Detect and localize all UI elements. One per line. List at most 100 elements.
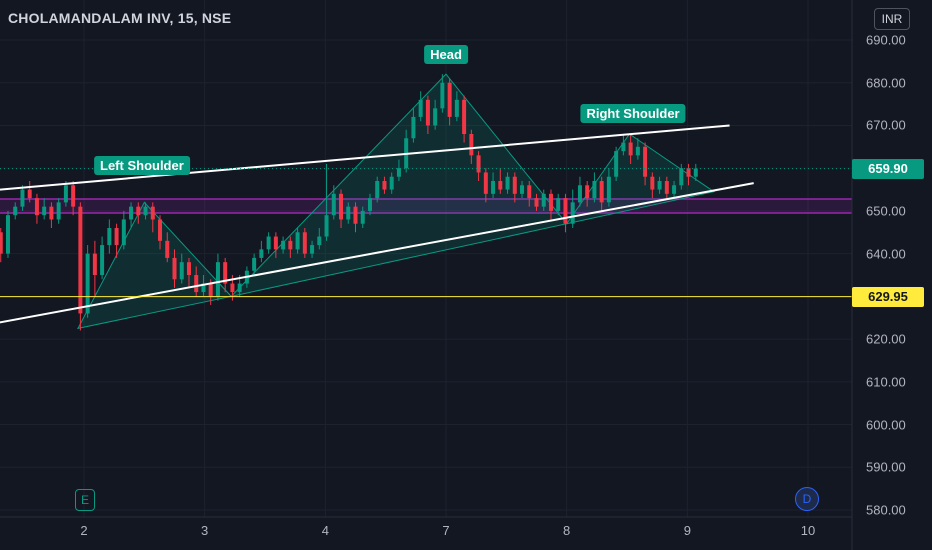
pattern-label: Left Shoulder <box>94 155 190 175</box>
candle <box>418 91 423 122</box>
resistance-zone <box>0 198 852 214</box>
candle <box>129 202 134 228</box>
candle <box>491 172 496 199</box>
candle-body <box>664 181 669 194</box>
candle <box>621 134 626 156</box>
pattern-label: Head <box>424 44 468 64</box>
candle <box>331 185 336 220</box>
candle-body <box>208 283 213 297</box>
candle <box>505 172 510 194</box>
candle-body <box>34 198 39 216</box>
candle-body <box>360 210 365 224</box>
candle <box>13 202 18 220</box>
earnings-event-icon[interactable]: E <box>75 489 95 511</box>
candle <box>367 193 372 216</box>
candle <box>295 228 300 254</box>
price-tick-label: 680.00 <box>866 75 906 91</box>
candle <box>657 176 662 194</box>
candle <box>56 198 61 224</box>
candle <box>664 176 669 199</box>
candle-body <box>288 240 293 250</box>
candle-body <box>548 193 553 211</box>
candle-body <box>454 99 459 117</box>
candle-body <box>143 206 148 216</box>
candle <box>599 176 604 211</box>
candle <box>389 172 394 194</box>
candle <box>259 240 264 263</box>
grid <box>0 0 852 517</box>
candle <box>454 91 459 122</box>
candle-body <box>172 257 177 280</box>
candle <box>534 193 539 211</box>
candle <box>310 240 315 258</box>
candle <box>672 181 677 199</box>
candle-body <box>686 168 691 177</box>
candle-body <box>13 206 18 216</box>
candle <box>165 232 170 263</box>
candle <box>548 189 553 220</box>
candle <box>483 168 488 203</box>
price-tick-label: 670.00 <box>866 117 906 133</box>
candle <box>42 198 47 220</box>
time-tick-label: 4 <box>321 523 329 538</box>
candle <box>172 249 177 288</box>
candle-body <box>556 198 561 211</box>
candle <box>92 240 97 297</box>
candle-body <box>635 146 640 156</box>
candle-body <box>491 181 496 194</box>
price-tick-label: 650.00 <box>866 203 906 219</box>
trendlines[interactable] <box>0 124 754 337</box>
currency-button[interactable]: INR <box>874 8 910 30</box>
candle-body <box>56 202 61 220</box>
price-axis-label: 629.95 <box>852 286 924 307</box>
candle <box>396 159 401 181</box>
dividend-event-icon[interactable]: D <box>795 487 819 511</box>
candle <box>34 193 39 224</box>
candle-body <box>367 198 372 211</box>
candle <box>121 210 126 250</box>
trendline-neckline <box>0 124 730 191</box>
candle <box>100 236 105 280</box>
candle <box>440 74 445 113</box>
candle-body <box>5 215 10 254</box>
candle <box>650 172 655 199</box>
candle-body <box>527 185 532 199</box>
price-tick-label: 590.00 <box>866 459 906 475</box>
candle <box>223 257 228 293</box>
candle <box>78 202 83 331</box>
candle-body <box>570 202 575 224</box>
candle <box>5 210 10 258</box>
candle <box>425 95 430 134</box>
time-tick-label: 7 <box>442 523 450 538</box>
candle-body <box>621 142 626 152</box>
candle <box>252 253 257 275</box>
candle-body <box>331 193 336 216</box>
candle <box>447 78 452 126</box>
candle-body <box>78 206 83 314</box>
time-tick-label: 3 <box>201 523 209 538</box>
candle-body <box>49 206 54 220</box>
candle-body <box>186 262 191 275</box>
candle-body <box>85 253 90 314</box>
candle-body <box>266 236 271 250</box>
candle <box>0 228 3 263</box>
candle-body <box>650 176 655 190</box>
candle <box>520 181 525 199</box>
candle <box>556 193 561 216</box>
candle <box>288 236 293 258</box>
candle <box>360 206 365 228</box>
candle-body <box>498 181 503 190</box>
candle-body <box>92 253 97 275</box>
candle <box>63 181 68 207</box>
candle <box>194 266 199 297</box>
candle-body <box>129 206 134 220</box>
candle-body <box>563 198 568 224</box>
candle <box>643 142 648 186</box>
candle-body <box>223 262 228 284</box>
candle-body <box>215 262 220 297</box>
candle-body <box>353 206 358 224</box>
candle <box>317 228 322 250</box>
candle <box>592 172 597 203</box>
candle-body <box>541 193 546 207</box>
